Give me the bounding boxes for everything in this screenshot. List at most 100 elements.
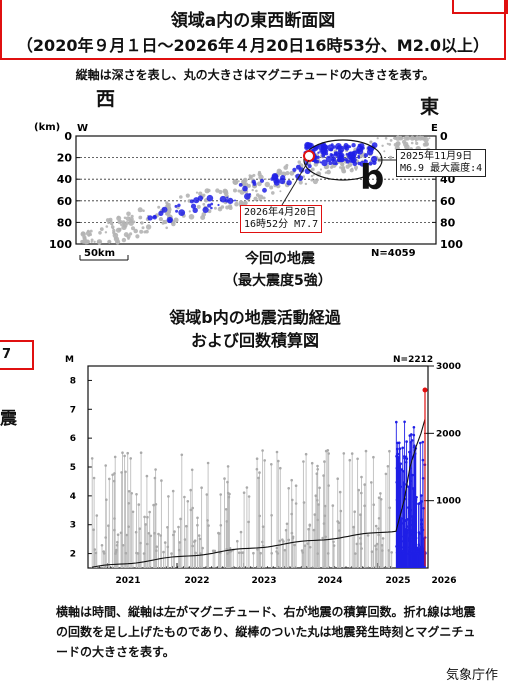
- section-point-recent: [363, 153, 369, 158]
- magnitude-point-past: [386, 465, 390, 468]
- section-point-recent: [319, 149, 323, 153]
- section-point-past: [196, 204, 201, 209]
- section-point-recent: [330, 153, 335, 158]
- section-point-past: [349, 163, 353, 167]
- magnitude-point-past: [146, 515, 149, 519]
- magnitude-point-past: [166, 545, 170, 549]
- section-point-past: [262, 196, 266, 200]
- magnitude-point-recent: [421, 528, 425, 532]
- section-point-past: [258, 174, 264, 180]
- magnitude-point-recent: [396, 447, 399, 451]
- section-point-recent: [351, 153, 357, 159]
- magnitude-point-recent: [408, 539, 411, 542]
- section-point-past: [243, 201, 247, 205]
- magnitude-point-past: [126, 451, 129, 455]
- section-point-recent: [304, 142, 312, 150]
- magnitude-point-past: [293, 543, 297, 547]
- magnitude-point-past: [223, 477, 226, 480]
- section-point-recent: [189, 199, 194, 204]
- magnitude-point-past: [256, 548, 259, 551]
- section-point-recent: [174, 204, 178, 208]
- west-label: 西: [96, 88, 116, 110]
- section-point-past: [188, 214, 195, 220]
- magnitude-point-recent: [398, 533, 402, 537]
- count-tick-label: 2000: [436, 429, 461, 439]
- magnitude-point-past: [127, 502, 131, 505]
- magnitude-point-recent: [420, 526, 424, 529]
- magnitude-tick-label: 4: [70, 492, 76, 502]
- section-point-past: [404, 144, 410, 150]
- magnitude-point-recent: [403, 528, 407, 532]
- magnitude-point-past: [207, 524, 210, 527]
- magnitude-point-past: [113, 472, 116, 475]
- section-point-recent: [335, 147, 338, 150]
- section-point-past: [198, 191, 203, 196]
- section-point-past: [326, 169, 331, 175]
- magnitude-point-past: [360, 475, 363, 479]
- magnitude-point-past: [189, 508, 193, 512]
- section-point-past: [120, 223, 123, 227]
- magnitude-point-past: [336, 477, 340, 481]
- magnitude-point-recent: [395, 420, 398, 424]
- magnitude-point-past: [370, 481, 373, 484]
- mainshock-leader-line: [281, 159, 310, 206]
- magnitude-point-past: [332, 544, 336, 547]
- magnitude-point-past: [302, 501, 306, 504]
- magnitude-point-recent: [417, 543, 421, 547]
- magnitude-point-past: [326, 552, 330, 555]
- section-point-past: [125, 221, 130, 225]
- magnitude-point-past: [316, 464, 319, 468]
- section-point-recent: [190, 203, 197, 209]
- magnitude-point-past: [327, 484, 330, 487]
- magnitude-point-past: [157, 532, 160, 536]
- magnitude-point-past: [387, 549, 391, 552]
- magnitude-point-recent: [397, 456, 401, 460]
- magnitude-point-past: [380, 544, 384, 547]
- section-point-past: [232, 179, 238, 185]
- year-tick-label: 2026: [431, 576, 456, 586]
- magnitude-point-recent: [402, 552, 405, 555]
- magnitude-point-recent: [416, 552, 420, 555]
- section-point-recent: [197, 195, 204, 201]
- section-point-recent: [262, 187, 267, 193]
- magnitude-point-past: [201, 546, 204, 550]
- magnitude-point-past: [302, 460, 305, 463]
- magnitude-point-past: [139, 451, 143, 455]
- magnitude-point-past: [127, 490, 131, 493]
- section-point-recent: [206, 194, 214, 202]
- section-point-past: [381, 144, 384, 147]
- section-point-past: [297, 160, 301, 164]
- magnitude-point-recent: [402, 481, 406, 485]
- magnitude-point-past: [258, 471, 261, 474]
- magnitude-point-past: [316, 468, 320, 471]
- section-point-past: [339, 166, 342, 169]
- section-point-past: [140, 221, 144, 225]
- magnitude-point-past: [206, 461, 210, 465]
- section-point-past: [145, 229, 149, 234]
- magnitude-point-past: [294, 502, 298, 505]
- magnitude-point-past: [186, 500, 190, 503]
- section-point-recent: [158, 210, 164, 216]
- magnitude-point-past: [247, 495, 251, 498]
- magnitude-point-past: [255, 467, 259, 471]
- magnitude-point-past: [316, 552, 320, 555]
- magnitude-point-past: [177, 525, 180, 529]
- magnitude-point-past: [275, 450, 279, 454]
- section-point-past: [276, 168, 282, 174]
- magnitude-point-past: [228, 547, 232, 550]
- section-depth-label-left: 0: [64, 130, 72, 143]
- magnitude-point-past: [113, 528, 116, 532]
- magnitude-point-past: [261, 525, 265, 528]
- magnitude-point-recent: [406, 528, 410, 532]
- magnitude-point-past: [225, 520, 229, 523]
- section-point-past: [115, 227, 122, 233]
- magnitude-point-past: [337, 521, 341, 525]
- magnitude-point-past: [163, 541, 167, 544]
- section-point-past: [304, 182, 308, 186]
- section-point-past: [255, 189, 258, 193]
- section-depth-label-left: 20: [57, 152, 73, 165]
- magnitude-point-past: [324, 535, 328, 539]
- section-point-recent: [175, 209, 179, 213]
- section-point-past: [99, 227, 104, 232]
- section-point-past: [285, 163, 289, 167]
